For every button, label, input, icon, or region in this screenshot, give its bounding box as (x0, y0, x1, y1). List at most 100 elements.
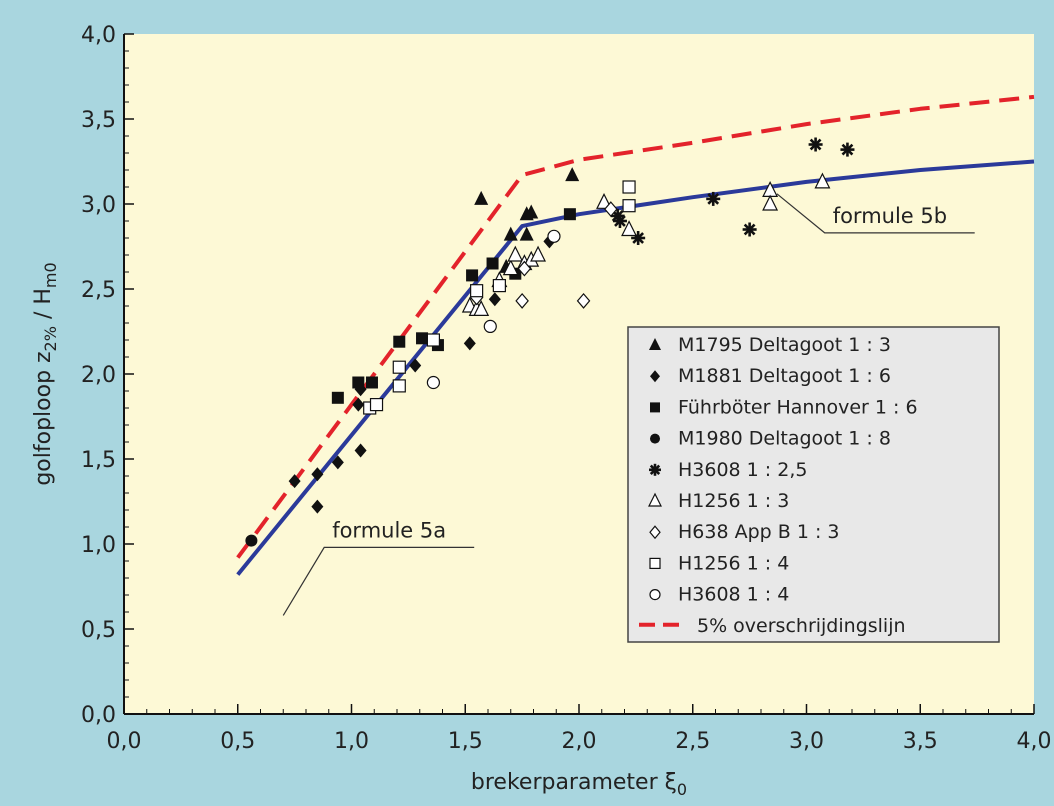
asterisk-stroke (614, 215, 626, 227)
data-point (621, 220, 638, 237)
legend-marker (650, 402, 660, 413)
data-point (492, 279, 506, 293)
y-axis-title-main: golfoploop z (31, 351, 56, 485)
y-tick-label: 1,0 (81, 533, 116, 558)
data-point (331, 391, 344, 404)
data-point (311, 467, 324, 482)
formula-curve (236, 159, 1035, 576)
x-tick-label: 0,5 (220, 729, 255, 754)
data-point (486, 257, 499, 270)
annotation: formule 5b (776, 193, 975, 234)
data-point (547, 229, 561, 243)
x-tick-label: 1,5 (448, 729, 483, 754)
legend-marker (649, 525, 661, 540)
curves (236, 94, 1035, 576)
data-point (409, 358, 422, 373)
data-point (596, 192, 612, 209)
legend-label: H3608 1 : 2,5 (678, 459, 807, 481)
data-point (515, 292, 529, 309)
data-point (488, 292, 501, 307)
y-tick-label: 1,5 (81, 448, 116, 473)
legend-entry: H1256 1 : 3 (648, 490, 789, 512)
x-tick-label: 1,0 (334, 729, 369, 754)
data-point (416, 332, 429, 345)
data-point (742, 222, 757, 237)
x-tick-label: 0,0 (107, 729, 142, 754)
legend-label: H638 App B 1 : 3 (678, 521, 839, 543)
data-point (808, 137, 823, 152)
legend-entry: H3608 1 : 2,5 (649, 459, 807, 481)
data-point (392, 360, 406, 374)
data-point (288, 474, 301, 489)
x-axis-title-sub: 0 (677, 780, 687, 799)
legend-label: H1256 1 : 3 (678, 490, 789, 512)
legend-entry: H1256 1 : 4 (649, 552, 789, 574)
data-point (563, 208, 576, 221)
asterisk-stroke (707, 193, 720, 205)
data-point (474, 190, 489, 205)
markers (245, 137, 855, 547)
legend-marker (649, 463, 661, 476)
asterisk-stroke (611, 210, 624, 222)
data-point (530, 245, 547, 262)
x-tick-label: 3,5 (903, 729, 938, 754)
legend-label: M1881 Deltagoot 1 : 6 (678, 365, 891, 387)
y-axis-title: golfoploop z2% / Hm0 (31, 262, 60, 485)
data-point (814, 172, 831, 189)
annotation-leader (776, 193, 975, 234)
annotations: formule 5a formule 5b (282, 193, 975, 616)
data-point (331, 455, 344, 470)
y-tick-label: 3,5 (81, 108, 116, 133)
legend-marker (650, 370, 660, 383)
y-axis-title-sub2: m0 (41, 262, 60, 288)
legend-entry: M1881 Deltagoot 1 : 6 (650, 365, 891, 387)
legend-marker (649, 588, 661, 601)
data-point (426, 375, 440, 390)
data-point (311, 499, 324, 514)
legend-entries: M1795 Deltagoot 1 : 3 M1881 Deltagoot 1 :… (639, 334, 918, 637)
data-point (369, 398, 384, 412)
data-point (365, 376, 378, 389)
x-axis-title: brekerparameter ξ0 (471, 770, 687, 799)
legend-marker (648, 492, 662, 507)
legend-entry: H3608 1 : 4 (649, 584, 789, 606)
legend-label: H3608 1 : 4 (678, 584, 789, 606)
data-point (393, 335, 406, 348)
y-ticks: 0,0 0,5 1,0 1,5 2,0 2,5 3,0 3,5 4,0 (81, 23, 134, 728)
data-point (473, 300, 490, 316)
data-point (622, 199, 636, 213)
data-point (470, 284, 484, 298)
legend-box (627, 326, 1000, 643)
asterisk-stroke (649, 464, 661, 475)
legend-entry: Führböter Hannover 1 : 6 (650, 396, 918, 418)
x-tick-label: 4,0 (1017, 729, 1052, 754)
asterisk-stroke (743, 223, 756, 236)
data-point (502, 259, 519, 276)
data-point (352, 376, 365, 389)
annotation: formule 5a (282, 518, 475, 616)
legend-entry: 5% overschrijdingslijn (639, 615, 906, 637)
data-point (466, 269, 479, 282)
y-tick-label: 0,0 (81, 703, 116, 728)
data-point (503, 226, 518, 241)
y-tick-label: 2,0 (81, 363, 116, 388)
x-tick-label: 3,0 (789, 729, 824, 754)
legend-label: H1256 1 : 4 (678, 552, 789, 574)
data-point (706, 191, 721, 206)
y-tick-label: 3,0 (81, 193, 116, 218)
data-point (245, 534, 258, 547)
data-point (565, 167, 580, 182)
x-axis-title-main: brekerparameter ξ (471, 770, 677, 795)
legend-marker (649, 338, 661, 350)
data-point (354, 443, 367, 458)
legend-entry: H638 App B 1 : 3 (649, 521, 839, 543)
legend-entry: M1980 Deltagoot 1 : 8 (650, 428, 891, 450)
legend-marker (649, 557, 661, 570)
exceedance-curve (236, 94, 1035, 559)
asterisk-stroke (841, 143, 854, 156)
data-point (604, 201, 618, 218)
asterisk-stroke (809, 138, 822, 151)
annotation-label: formule 5b (833, 204, 947, 228)
data-point (426, 333, 440, 347)
